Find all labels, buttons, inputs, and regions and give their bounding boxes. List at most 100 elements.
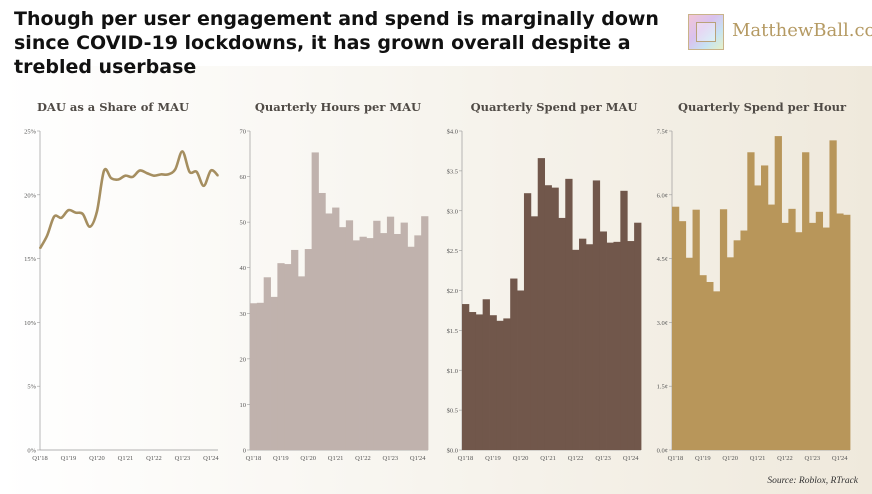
spend-per-hour-bar-Q4'23 (829, 140, 837, 451)
chart-title-spend-per-mau: Quarterly Spend per MAU (470, 100, 638, 114)
spend-per-mau-bar-Q1'18 (462, 304, 470, 450)
dau-share-ytick-label: 0% (27, 448, 36, 455)
spend-per-hour-bar-Q3'23 (822, 227, 830, 450)
spend-per-mau-ytick-label: $2.5 (447, 248, 458, 255)
spend-per-mau-ytick-label: $2.0 (447, 288, 458, 295)
spend-per-hour-ytick-label: 4.5¢ (657, 256, 668, 263)
hours-per-mau-bar-Q1'22 (359, 236, 367, 450)
hours-per-mau-bar-Q1'19 (277, 263, 285, 450)
spend-per-hour-bar-Q1'21 (754, 185, 762, 450)
dau-share-point-Q2'20 (103, 169, 105, 172)
spend-per-mau-bar-Q4'21 (565, 178, 573, 450)
spend-per-hour-bar-Q1'23 (808, 222, 817, 450)
spend-per-mau-ytick-label: $0.5 (447, 408, 458, 415)
dau-share-point-Q1'22 (153, 174, 155, 177)
dau-share-xtick-label: Q1'20 (89, 455, 105, 462)
hours-per-mau-ytick-label: 10 (240, 402, 247, 409)
hours-per-mau-bar-Q2'18 (256, 302, 265, 450)
brand-name: MatthewBall.co (732, 20, 872, 41)
dau-share-point-Q2'23 (188, 171, 191, 173)
spend-per-mau-bar-Q4'18 (482, 299, 490, 450)
spend-per-hour-bar-Q1'18 (672, 206, 680, 450)
spend-per-mau-bar-Q1'21 (544, 185, 552, 451)
dau-share-xtick-label: Q1'23 (175, 455, 191, 462)
hours-per-mau-ytick-label: 70 (240, 129, 247, 136)
dau-share-point-Q3'19 (81, 213, 84, 215)
page-title: Though per user engagement and spend is … (14, 8, 659, 78)
spend-per-hour-ytick-label: 1.5¢ (657, 384, 668, 391)
spend-per-mau-bar-Q3'19 (503, 318, 511, 450)
spend-per-mau-xtick-label: Q1'23 (595, 455, 611, 462)
hours-per-mau-ytick-label: 60 (240, 174, 247, 181)
dau-share-xtick-label: Q1'24 (203, 455, 219, 462)
dau-share-point-Q1'19 (67, 209, 70, 211)
dau-share-point-Q2'19 (74, 211, 77, 214)
spend-per-mau-ytick-label: $1.5 (447, 328, 458, 335)
spend-per-mau-xtick-label: Q1'20 (513, 455, 529, 462)
hours-per-mau-ytick-label: 0 (243, 448, 246, 455)
hours-per-mau-bar-Q4'19 (297, 276, 306, 450)
spend-per-mau-bar-Q4'20 (537, 158, 546, 450)
chart-title-dau-share: DAU as a Share of MAU (36, 100, 190, 114)
dau-share-point-Q3'21 (138, 169, 141, 172)
brand-logo-icon (688, 14, 724, 50)
hours-per-mau-xtick-label: Q1'23 (383, 455, 399, 462)
chart-title-hours-per-mau: Quarterly Hours per MAU (254, 100, 422, 114)
spend-per-hour-bar-Q2'21 (761, 165, 769, 450)
dau-share-point-Q4'23 (202, 185, 205, 187)
dau-share-point-Q3'22 (167, 173, 169, 176)
dau-share-point-Q1'24 (210, 169, 212, 172)
hours-per-mau-ytick-label: 50 (240, 220, 247, 227)
spend-per-hour-bar-Q4'18 (692, 209, 700, 450)
spend-per-mau-bar-Q3'23 (613, 241, 621, 450)
hours-per-mau-ytick-label: 30 (240, 311, 247, 318)
spend-per-mau-xtick-label: Q1'21 (540, 455, 556, 462)
spend-per-hour-bar-Q1'20 (726, 257, 735, 450)
spend-per-mau-bar-Q3'21 (558, 217, 566, 450)
spend-per-mau-bar-Q1'19 (489, 315, 497, 450)
spend-per-mau-ytick-label: $4.0 (447, 129, 458, 136)
spend-per-hour-xtick-label: Q1'22 (777, 455, 793, 462)
dau-share-point-Q3'18 (53, 215, 56, 218)
spend-per-mau-bar-Q2'24 (634, 222, 642, 450)
hours-per-mau-bar-Q3'23 (400, 222, 408, 450)
dau-share-point-Q4'18 (60, 216, 63, 219)
hours-per-mau-bar-Q2'19 (284, 264, 292, 450)
hours-per-mau-bar-Q4'20 (325, 213, 333, 450)
header-bar (0, 0, 872, 66)
spend-per-hour-bar-Q2'19 (706, 281, 714, 450)
dau-share-xtick-label: Q1'21 (118, 455, 134, 462)
spend-per-hour-bar-Q3'19 (713, 291, 721, 450)
spend-per-mau-xtick-label: Q1'24 (623, 455, 639, 462)
spend-per-hour-xtick-label: Q1'19 (695, 455, 711, 462)
dau-share-point-Q4'20 (117, 178, 120, 181)
hours-per-mau-bar-Q2'24 (421, 216, 429, 450)
source-note: Source: Roblox, RTrack (767, 476, 858, 486)
spend-per-hour-xtick-label: Q1'21 (750, 455, 766, 462)
spend-per-hour-bar-Q3'21 (767, 204, 776, 450)
dau-share-point-Q1'18 (39, 247, 41, 250)
chart-title-spend-per-hour: Quarterly Spend per Hour (677, 100, 847, 114)
spend-per-mau-bar-Q2'21 (551, 187, 559, 450)
spend-per-hour-xtick-label: Q1'23 (805, 455, 821, 462)
spend-per-hour-bar-Q4'22 (802, 152, 810, 450)
dau-share-point-Q1'20 (96, 210, 98, 213)
spend-per-hour-xtick-label: Q1'24 (832, 455, 848, 462)
hours-per-mau-xtick-label: Q1'18 (246, 455, 262, 462)
spend-per-mau-ytick-label: $3.5 (447, 168, 458, 175)
hours-per-mau-bar-Q1'23 (386, 216, 395, 450)
dau-share-point-Q3'23 (195, 171, 198, 173)
hours-per-mau-xtick-label: Q1'19 (273, 455, 289, 462)
spend-per-hour-bar-Q1'24 (836, 213, 844, 450)
spend-per-mau-bar-Q1'24 (627, 241, 635, 450)
hours-per-mau-bar-Q4'18 (270, 296, 278, 450)
hours-per-mau-bar-Q4'23 (407, 246, 415, 450)
dau-share-point-Q4'19 (89, 225, 91, 228)
spend-per-mau-bar-Q2'18 (468, 312, 477, 450)
spend-per-hour-bar-Q2'22 (788, 208, 796, 450)
spend-per-hour-bar-Q3'20 (740, 230, 748, 450)
spend-per-hour-xtick-label: Q1'18 (668, 455, 684, 462)
dau-share-line (38, 150, 219, 250)
spend-per-hour-bar-Q4'19 (719, 209, 728, 450)
